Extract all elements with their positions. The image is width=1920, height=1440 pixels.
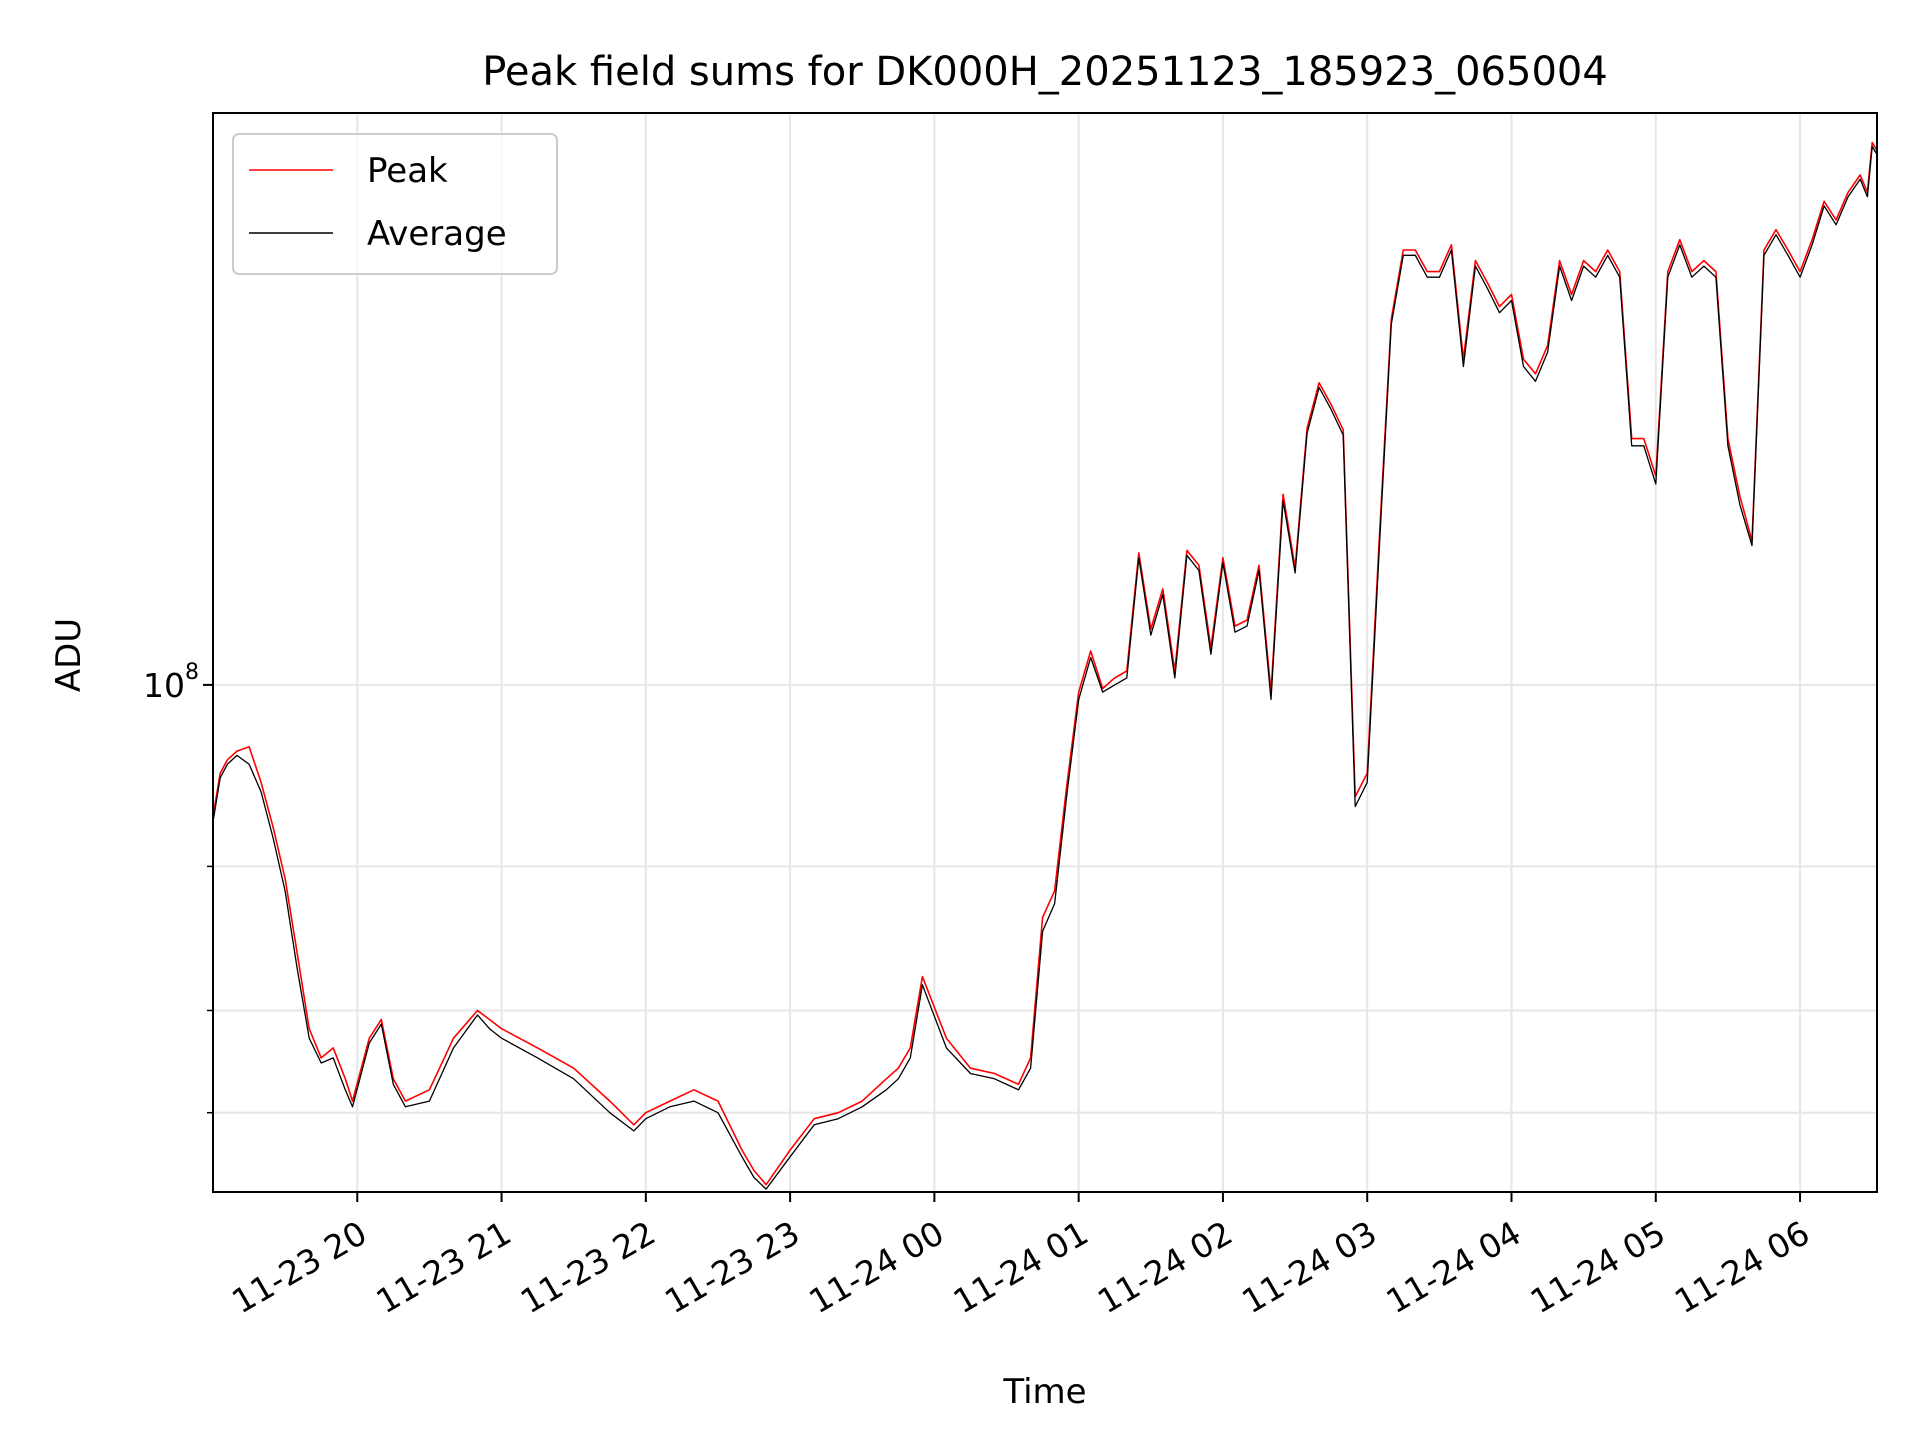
grid [213,113,1877,1192]
x-axis-label: Time [1002,1372,1086,1412]
legend-box [232,133,558,275]
chart-title: Peak field sums for DK000H_20251123_1859… [482,49,1608,95]
legend: Peak Average [232,133,558,275]
plot-area [213,141,1877,1190]
legend-average-label: Average [367,214,507,254]
legend-peak-label: Peak [367,151,448,191]
series-line-average [213,145,1877,1190]
y-axis-label: ADU [49,618,89,692]
axes-frame [212,112,1878,1193]
